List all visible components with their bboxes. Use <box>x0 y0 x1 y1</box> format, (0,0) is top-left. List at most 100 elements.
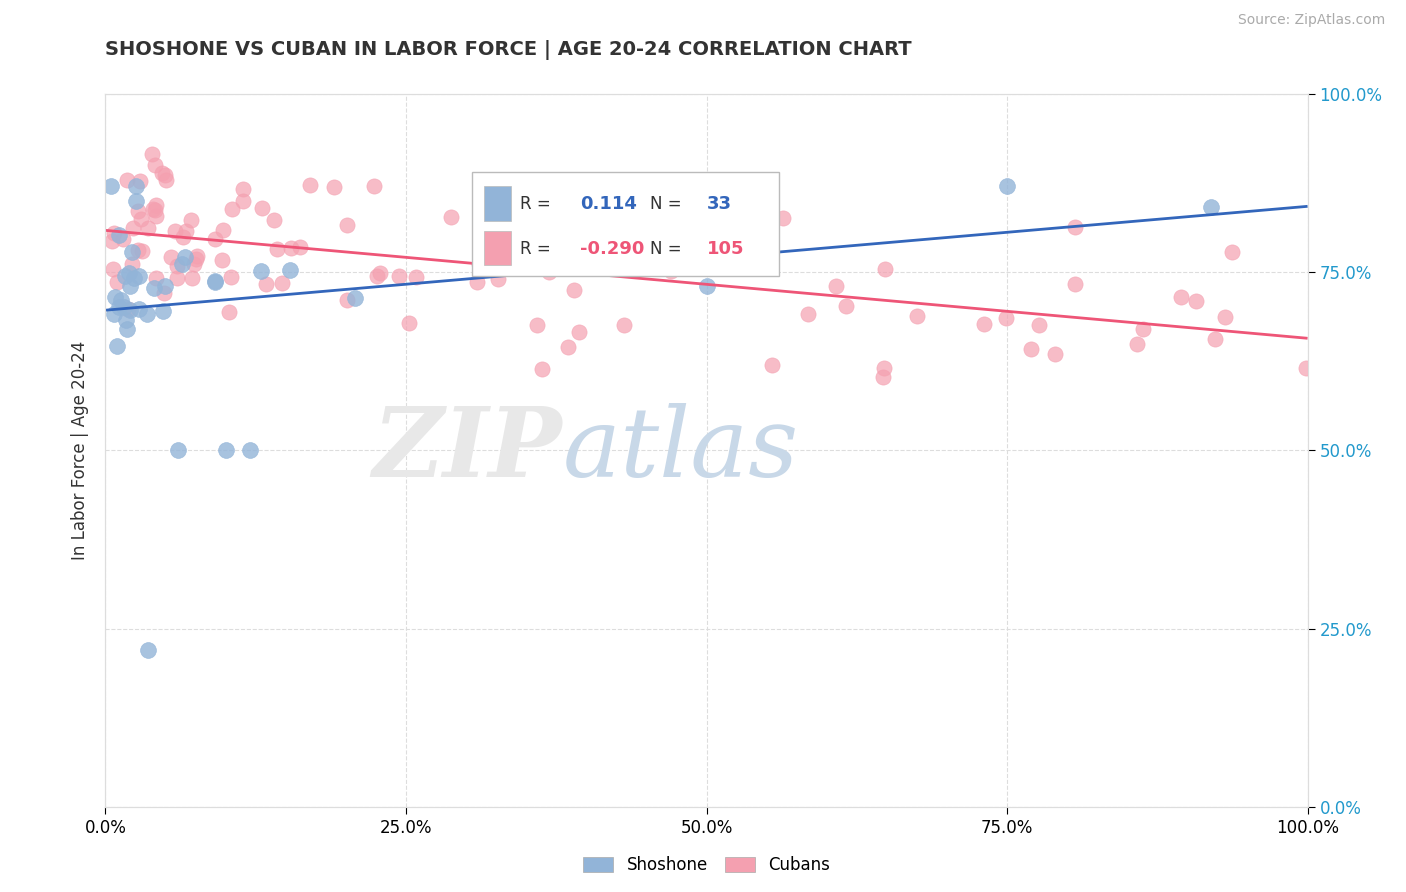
Text: R =: R = <box>520 240 551 258</box>
Point <box>183 256 205 270</box>
Text: N =: N = <box>650 195 682 213</box>
Point <box>166 443 188 458</box>
Point <box>489 219 512 234</box>
Point <box>101 234 124 248</box>
Legend: Shoshone, Cubans: Shoshone, Cubans <box>576 850 837 881</box>
Point <box>141 147 163 161</box>
Point <box>405 269 427 284</box>
Point <box>491 249 513 263</box>
Point <box>266 242 288 256</box>
Point <box>772 211 794 226</box>
Point <box>537 265 560 279</box>
Point <box>143 281 166 295</box>
Point <box>114 312 136 326</box>
Point <box>613 318 636 332</box>
Point <box>186 249 208 263</box>
Point <box>254 277 277 292</box>
Point <box>145 210 167 224</box>
Point <box>659 264 682 278</box>
Point <box>1132 321 1154 335</box>
Point <box>995 179 1018 194</box>
Point <box>322 180 344 194</box>
Point <box>155 279 177 293</box>
Point <box>136 221 159 235</box>
FancyBboxPatch shape <box>472 172 779 276</box>
Point <box>115 322 138 336</box>
Point <box>232 194 254 208</box>
Point <box>184 252 207 266</box>
Point <box>204 232 226 246</box>
Point <box>121 257 143 271</box>
Text: R =: R = <box>520 195 551 213</box>
Point <box>1295 360 1317 375</box>
Point <box>873 262 896 277</box>
Point <box>166 270 188 285</box>
Point <box>336 293 359 307</box>
Point <box>465 275 488 289</box>
Point <box>221 202 243 217</box>
Point <box>212 223 235 237</box>
Point <box>127 203 149 218</box>
Point <box>278 263 301 277</box>
Point <box>166 259 188 273</box>
Point <box>172 229 194 244</box>
Point <box>994 311 1017 326</box>
Point <box>117 301 139 316</box>
Point <box>1213 310 1236 325</box>
Point <box>145 158 167 172</box>
Point <box>128 301 150 316</box>
Point <box>180 213 202 227</box>
Point <box>1043 347 1066 361</box>
Point <box>1064 277 1087 291</box>
Point <box>440 210 463 224</box>
Point <box>761 358 783 372</box>
Point <box>1170 290 1192 304</box>
Point <box>873 361 896 376</box>
Point <box>239 443 262 458</box>
Point <box>128 268 150 283</box>
Point <box>872 369 894 384</box>
Text: SHOSHONE VS CUBAN IN LABOR FORCE | AGE 20-24 CORRELATION CHART: SHOSHONE VS CUBAN IN LABOR FORCE | AGE 2… <box>105 40 912 60</box>
Point <box>336 218 359 232</box>
FancyBboxPatch shape <box>484 231 510 265</box>
Point <box>630 219 652 233</box>
Point <box>104 290 127 304</box>
Point <box>1185 293 1208 308</box>
Point <box>174 224 197 238</box>
Point <box>550 219 572 233</box>
Point <box>825 279 848 293</box>
Point <box>271 276 294 290</box>
Point <box>163 224 186 238</box>
Point <box>145 270 167 285</box>
Point <box>467 256 489 270</box>
Point <box>745 230 768 244</box>
Point <box>114 301 136 315</box>
FancyBboxPatch shape <box>484 186 510 220</box>
Point <box>398 316 420 330</box>
Y-axis label: In Labor Force | Age 20-24: In Labor Force | Age 20-24 <box>72 341 90 560</box>
Point <box>526 318 548 332</box>
Point <box>127 243 149 257</box>
Point <box>153 286 176 301</box>
Point <box>118 278 141 293</box>
Point <box>1064 220 1087 235</box>
Point <box>143 202 166 217</box>
Point <box>121 220 143 235</box>
Point <box>219 269 242 284</box>
Point <box>110 293 132 308</box>
Point <box>290 240 312 254</box>
Point <box>117 173 139 187</box>
Text: ZIP: ZIP <box>373 403 562 498</box>
Point <box>121 245 143 260</box>
Point <box>105 275 128 289</box>
Point <box>742 240 765 254</box>
Point <box>159 250 181 264</box>
Text: 33: 33 <box>707 195 731 213</box>
Point <box>103 226 125 240</box>
Point <box>103 307 125 321</box>
Point <box>486 271 509 285</box>
Point <box>557 340 579 354</box>
Point <box>562 283 585 297</box>
Text: Source: ZipAtlas.com: Source: ZipAtlas.com <box>1237 13 1385 28</box>
Text: N =: N = <box>650 240 682 258</box>
